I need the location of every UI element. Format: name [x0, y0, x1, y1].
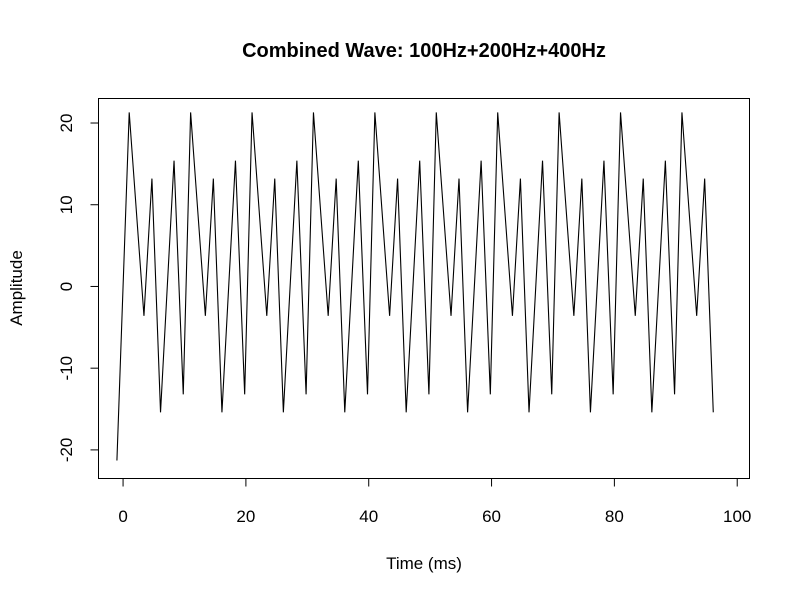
- x-tick-label: 80: [605, 507, 624, 526]
- y-tick-label: 0: [57, 282, 76, 291]
- plot-area: [98, 98, 750, 479]
- wave-line: [116, 112, 714, 461]
- chart-title: Combined Wave: 100Hz+200Hz+400Hz: [242, 40, 606, 62]
- y-axis-label: Amplitude: [7, 250, 26, 326]
- y-tick-label: -20: [57, 438, 76, 463]
- x-tick-label: 60: [482, 507, 501, 526]
- y-tick-label: 20: [57, 114, 76, 133]
- y-tick-label: -10: [57, 356, 76, 381]
- x-axis: 0 20 40 60 80 100: [118, 478, 751, 526]
- x-tick-label: 0: [118, 507, 127, 526]
- y-axis: -20 -10 0 10 20: [57, 114, 99, 463]
- y-tick-label: 10: [57, 195, 76, 214]
- x-tick-label: 20: [236, 507, 255, 526]
- x-tick-label: 40: [359, 507, 378, 526]
- series-combined-wave: [116, 112, 714, 461]
- x-tick-label: 100: [723, 507, 751, 526]
- x-axis-label: Time (ms): [386, 554, 462, 573]
